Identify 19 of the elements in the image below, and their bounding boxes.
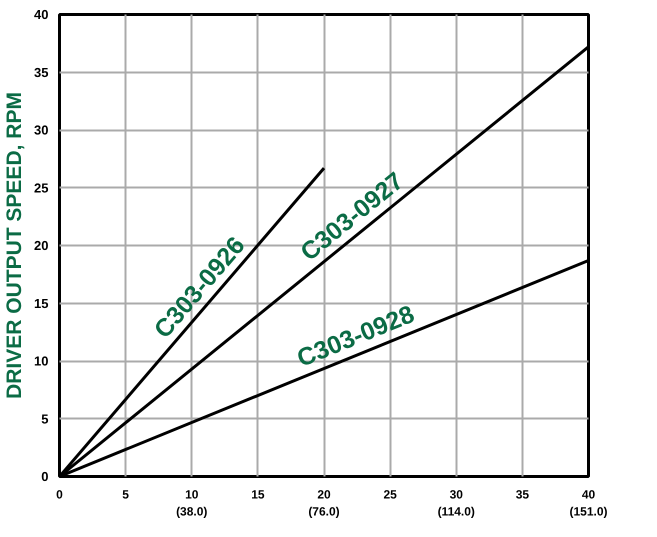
x-tick-label: 30 (114.0) <box>438 488 475 518</box>
y-tick-label: 30 <box>34 122 49 138</box>
x-tick-label: 0 <box>56 488 64 502</box>
y-tick-label: 15 <box>34 296 49 311</box>
x-tick-label: 5 <box>122 488 130 502</box>
x-tick-label: 20 (76.0) <box>308 488 340 518</box>
x-tick-label: 35 <box>516 488 530 502</box>
y-tick-label: 35 <box>34 64 49 80</box>
y-tick-label: 25 <box>34 180 49 196</box>
x-tick-label: 25 <box>383 488 398 502</box>
y-tick-label: 20 <box>34 238 49 253</box>
y-tick-label: 0 <box>41 469 49 484</box>
y-tick-label: 40 <box>34 7 49 22</box>
y-axis-title: DRIVER OUTPUT SPEED, RPM <box>3 92 26 399</box>
y-tick-label: 5 <box>41 411 49 426</box>
x-tick-label: 10 (38.0) <box>176 488 208 518</box>
x-tick-label: 40 (151.0) <box>569 488 608 518</box>
y-tick-label: 10 <box>34 354 49 368</box>
x-tick-label: 15 <box>251 488 265 502</box>
